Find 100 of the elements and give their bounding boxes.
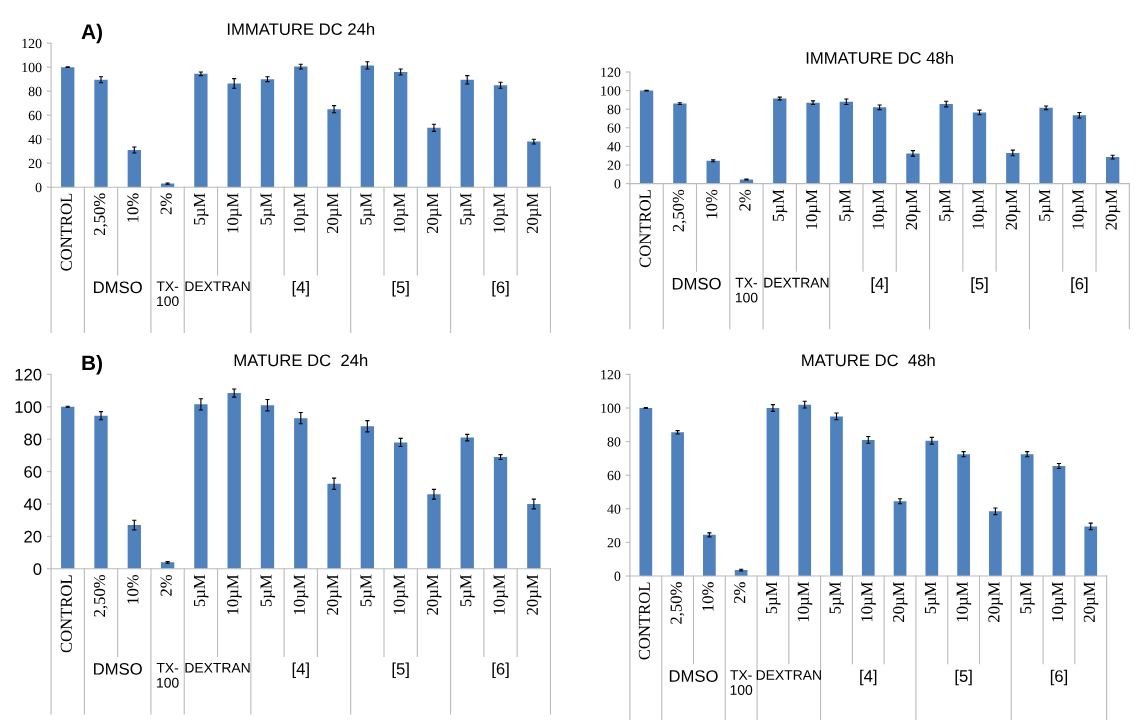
x-tick-label: 10µM xyxy=(393,574,409,614)
bar xyxy=(127,150,141,188)
y-tick-label: 60 xyxy=(24,466,42,478)
text: [6] xyxy=(492,280,509,297)
text: [4] xyxy=(292,280,309,297)
x-tick-label: 10µM xyxy=(393,193,409,233)
bar xyxy=(639,90,654,184)
x-tick-label: 2,50% xyxy=(672,189,687,232)
y-tick-label: 40 xyxy=(28,134,42,145)
bar xyxy=(260,405,275,569)
bar xyxy=(798,404,812,576)
y-tick-label: 100 xyxy=(601,86,621,96)
x-tick-label: 2,50% xyxy=(93,574,108,617)
bar xyxy=(294,66,308,188)
x-tick-label: 10% xyxy=(127,574,139,604)
bar xyxy=(61,67,75,188)
x-tick-label: 5µM xyxy=(260,574,276,607)
x-tick-label: 5µM xyxy=(839,189,854,221)
x-tick-label: 10µM xyxy=(805,189,821,229)
x-tick-label: 2,50% xyxy=(93,193,108,236)
x-tick-label: 10µM xyxy=(293,193,309,233)
bar xyxy=(671,432,684,576)
bar xyxy=(972,112,987,184)
text: DMSO xyxy=(672,277,721,290)
x-tick-label: 10µM xyxy=(493,574,509,614)
x-tick-label: 10µM xyxy=(872,189,888,229)
text: [4] xyxy=(871,277,888,293)
x-tick-label: CONTROL xyxy=(60,193,72,271)
bar xyxy=(493,85,508,188)
text: [5] xyxy=(971,277,988,293)
bar xyxy=(94,79,108,188)
text: DMSO xyxy=(94,662,142,675)
x-tick-label: 20µM xyxy=(1005,189,1021,230)
x-tick-label: 10µM xyxy=(293,574,309,614)
x-tick-label: 20µM xyxy=(326,193,342,234)
x-tick-label: 20µM xyxy=(1083,582,1099,622)
chart-title: IMMATURE DC 48h xyxy=(806,51,953,64)
x-tick-label: 10µM xyxy=(227,193,242,233)
x-tick-label: 20µM xyxy=(526,193,542,234)
chart-title: MATURE DC 48h xyxy=(802,353,935,367)
text: DEXTRAN xyxy=(756,670,821,680)
y-tick-label: 100 xyxy=(15,401,42,413)
x-tick-label: 10µM xyxy=(861,582,876,622)
y-tick-label: 60 xyxy=(607,123,621,133)
y-tick-label: 40 xyxy=(23,498,42,511)
x-tick-label: 10µM xyxy=(1072,189,1087,229)
x-tick-label: 5µM xyxy=(360,574,375,607)
text: [5] xyxy=(955,669,972,686)
x-tick-label: 5µM xyxy=(766,582,781,614)
y-tick-label: 20 xyxy=(28,158,42,169)
bar xyxy=(1072,115,1087,184)
bar xyxy=(493,457,508,569)
bar xyxy=(360,65,375,188)
x-tick-label: CONTROL xyxy=(639,190,651,268)
text: [6] xyxy=(492,662,509,679)
bar xyxy=(1020,454,1034,576)
bar xyxy=(989,511,1002,576)
x-tick-label: 2% xyxy=(160,574,172,596)
text: A) xyxy=(81,23,102,44)
text: TX- 100 xyxy=(156,663,179,688)
y-tick-label: 20 xyxy=(24,530,42,543)
y-tick-label: 100 xyxy=(22,62,42,73)
bar xyxy=(872,107,887,184)
y-tick-label: 60 xyxy=(607,470,621,481)
y-tick-label: 120 xyxy=(601,67,621,77)
bar xyxy=(427,494,441,569)
bar xyxy=(94,415,108,569)
y-tick-label: 80 xyxy=(607,104,621,115)
x-tick-label: 5µM xyxy=(1039,189,1054,221)
text: TX- 100 xyxy=(156,281,179,307)
text: [4] xyxy=(860,669,877,686)
x-tick-label: CONTROL xyxy=(638,582,650,660)
bar xyxy=(773,98,787,184)
bar xyxy=(394,72,408,188)
bar xyxy=(1106,157,1120,184)
x-tick-label: 10µM xyxy=(493,193,509,233)
x-tick-label: 10% xyxy=(127,193,139,222)
y-tick-label: 0 xyxy=(614,179,621,189)
bar xyxy=(1039,107,1053,184)
bar xyxy=(806,102,820,184)
bar xyxy=(327,109,341,188)
bar xyxy=(1052,465,1066,576)
bar xyxy=(706,160,720,184)
bar xyxy=(194,404,208,569)
bar xyxy=(127,525,141,569)
text: DEXTRAN xyxy=(764,277,829,288)
x-tick-label: 5µM xyxy=(193,574,209,607)
x-tick-label: 20µM xyxy=(526,574,542,615)
bar xyxy=(527,141,541,188)
x-tick-label: 5µM xyxy=(939,189,954,221)
text: TX- 100 xyxy=(735,277,758,303)
text: [6] xyxy=(1071,277,1088,293)
y-tick-label: 80 xyxy=(607,437,621,447)
y-tick-label: 80 xyxy=(24,433,42,446)
bar xyxy=(639,408,653,576)
x-tick-label: 10µM xyxy=(956,582,972,622)
bar xyxy=(703,534,716,576)
x-tick-label: 20µM xyxy=(892,582,908,622)
bar xyxy=(925,440,939,576)
y-tick-label: 40 xyxy=(607,141,621,152)
